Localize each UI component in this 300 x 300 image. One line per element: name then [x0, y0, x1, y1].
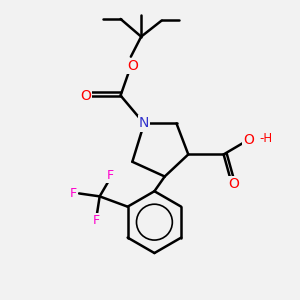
Text: O: O [80, 88, 91, 103]
Text: N: N [139, 116, 149, 130]
Text: F: F [107, 169, 114, 182]
Text: -H: -H [260, 132, 273, 145]
Text: O: O [243, 133, 254, 147]
Text: O: O [228, 177, 239, 191]
Text: F: F [93, 214, 100, 227]
Text: O: O [127, 59, 138, 73]
Text: F: F [70, 187, 77, 200]
